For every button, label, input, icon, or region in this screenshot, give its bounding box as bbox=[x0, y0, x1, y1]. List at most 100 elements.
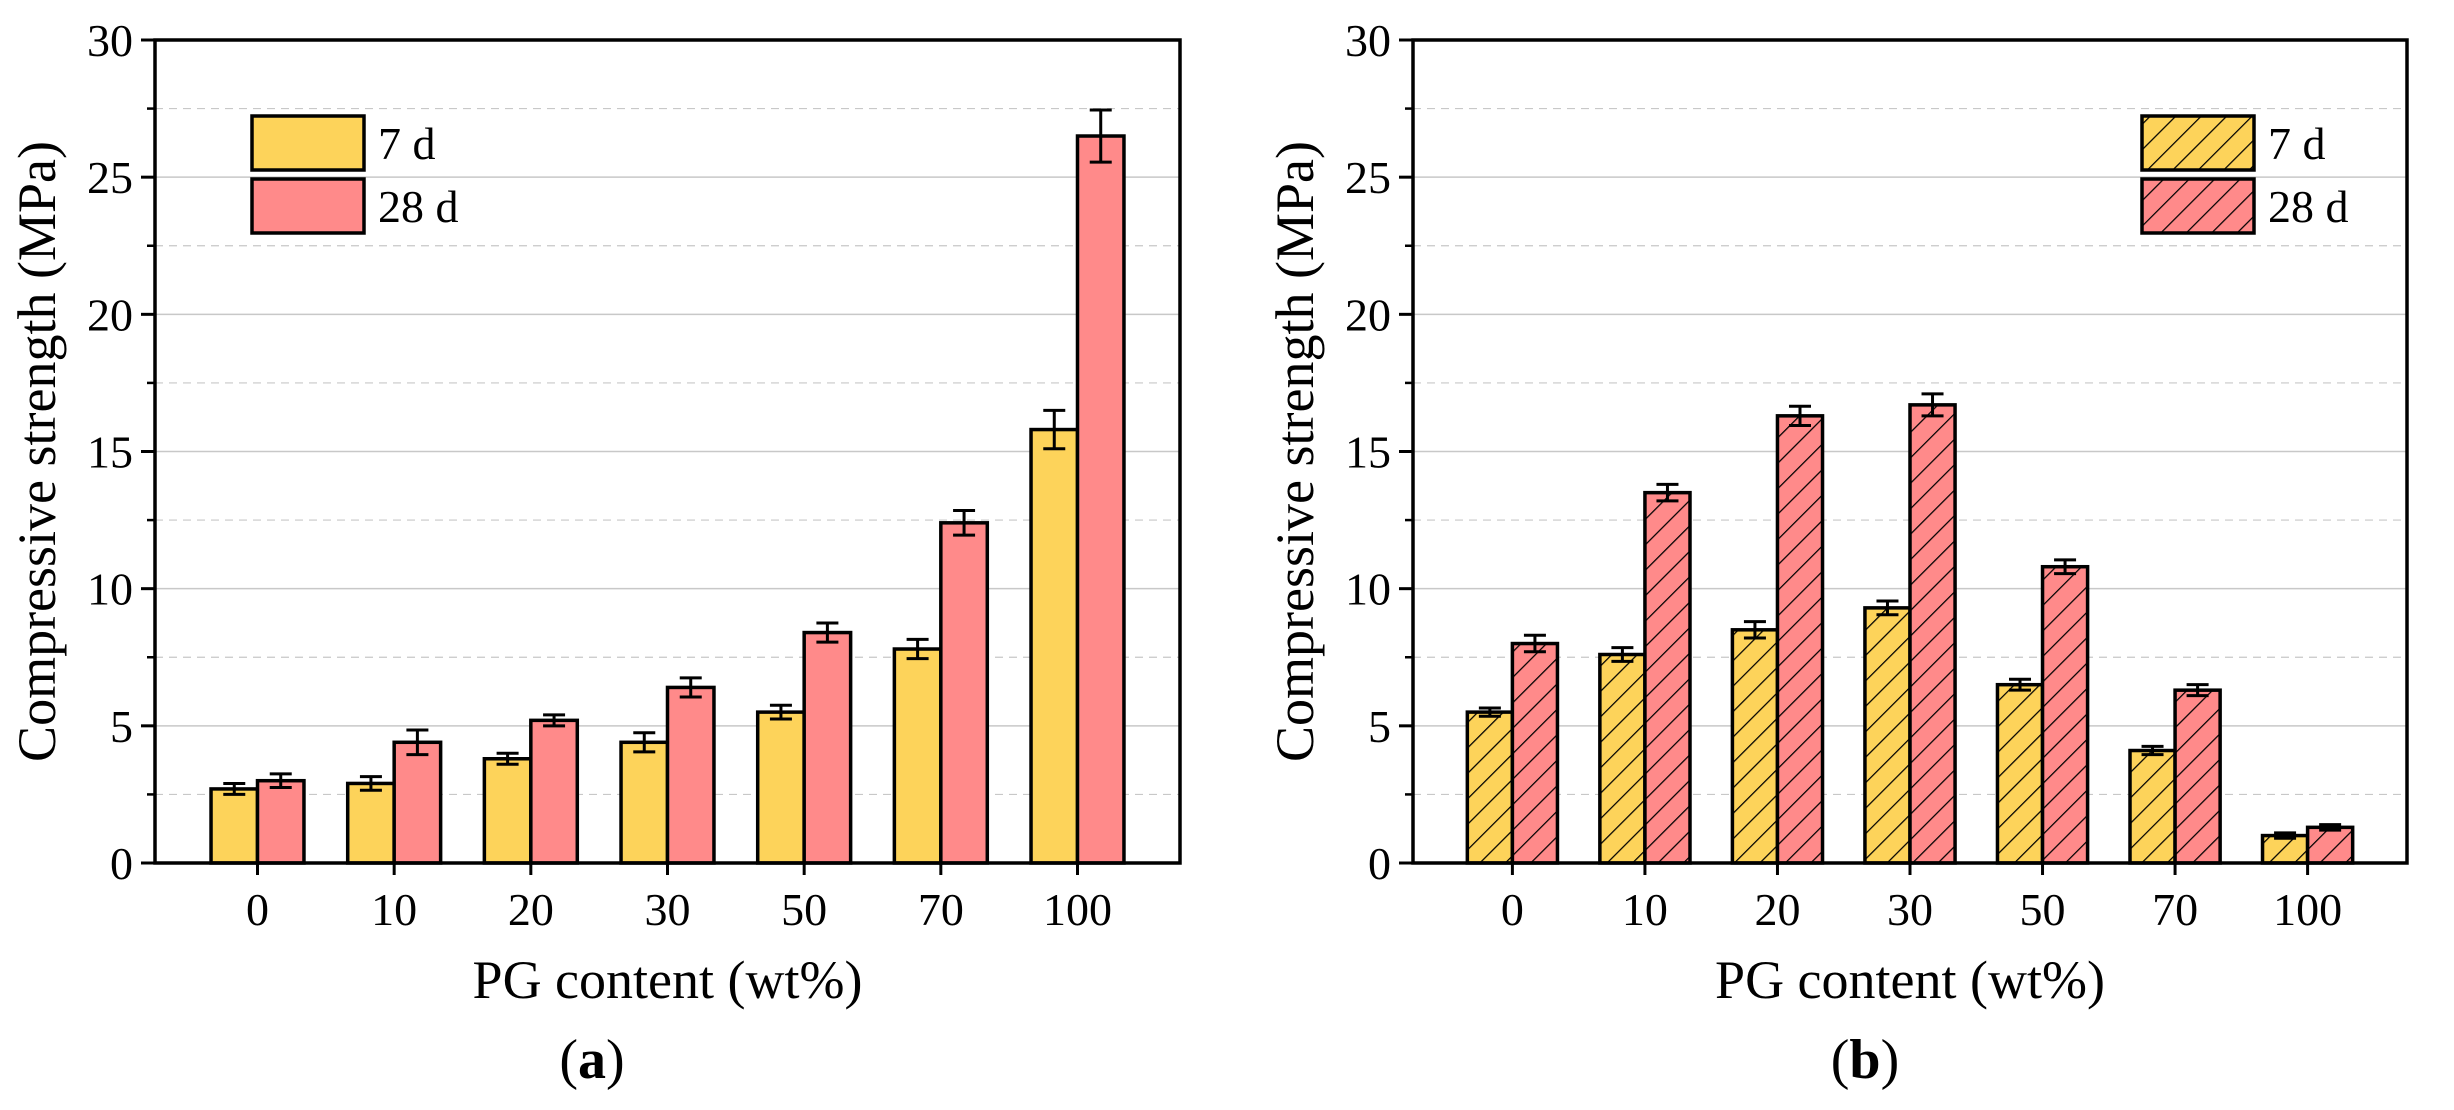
x-axis-title: PG content (wt%) bbox=[473, 950, 863, 1010]
bar-7d-20 bbox=[482, 757, 533, 865]
bar-28d-10 bbox=[392, 740, 443, 865]
bar-7d-10 bbox=[1598, 652, 1647, 865]
chart-panel-a: 0 5 10 15 20 25 30 0 10 20 30 50 70 100 PG content (wt… bbox=[7, 15, 1182, 1091]
y-tick-label: 30 bbox=[87, 15, 133, 66]
y-tick-label: 5 bbox=[110, 701, 133, 752]
error-bar bbox=[2186, 683, 2209, 698]
error-bar bbox=[269, 772, 292, 790]
error-bar bbox=[406, 728, 429, 757]
bar-7d-30 bbox=[1863, 606, 1912, 865]
bar-7d-20 bbox=[1730, 628, 1780, 865]
x-tick-label: 20 bbox=[1754, 884, 1800, 935]
error-bar bbox=[953, 508, 976, 537]
error-bar bbox=[633, 731, 656, 754]
bar-28d-30 bbox=[1908, 403, 1957, 865]
x-tick-label: 0 bbox=[246, 884, 269, 935]
panel-label: (a) bbox=[559, 1029, 624, 1091]
bar-28d-20 bbox=[1775, 414, 1825, 865]
error-bar bbox=[543, 713, 566, 728]
x-tick-label: 100 bbox=[1043, 884, 1112, 935]
x-tick-label: 30 bbox=[645, 884, 691, 935]
error-bar bbox=[1876, 599, 1899, 617]
x-tick-label: 70 bbox=[2152, 884, 2198, 935]
bar-28d-20 bbox=[529, 718, 580, 865]
error-bar bbox=[359, 775, 382, 792]
bar-28d-50 bbox=[2040, 564, 2090, 865]
y-tick-label: 30 bbox=[1345, 15, 1391, 66]
legend-label: 7 d bbox=[378, 118, 436, 169]
legend-swatch-7d bbox=[2140, 114, 2256, 172]
bar-28d-70 bbox=[2173, 688, 2222, 865]
x-tick-label: 20 bbox=[508, 884, 554, 935]
bar-7d-30 bbox=[619, 740, 670, 865]
bar-7d-0 bbox=[209, 787, 260, 865]
bar-7d-50 bbox=[1995, 682, 2045, 865]
legend-label: 28 d bbox=[2268, 181, 2349, 232]
y-tick-label: 25 bbox=[1345, 152, 1391, 203]
bar-28d-100 bbox=[2305, 825, 2355, 865]
x-tick-label: 50 bbox=[781, 884, 827, 935]
x-tick-label: 30 bbox=[1887, 884, 1933, 935]
y-tick-label: 15 bbox=[87, 427, 133, 478]
legend: 7 d 28 d bbox=[250, 114, 459, 235]
bar-7d-10 bbox=[345, 781, 396, 865]
y-tick-label: 15 bbox=[1345, 427, 1391, 478]
x-tick-label: 70 bbox=[918, 884, 964, 935]
error-bar bbox=[2141, 744, 2164, 757]
y-axis-title: Compressive strength (MPa) bbox=[7, 141, 67, 762]
error-bar bbox=[2274, 831, 2297, 840]
bar-28d-30 bbox=[665, 685, 716, 865]
error-bar bbox=[1921, 392, 1944, 418]
legend-swatch-28d bbox=[2140, 177, 2256, 235]
bar-7d-70 bbox=[2128, 748, 2177, 865]
error-bar bbox=[2009, 677, 2032, 692]
bar-7d-70 bbox=[892, 647, 943, 865]
error-bar bbox=[816, 621, 839, 644]
x-tick-label: 10 bbox=[371, 884, 417, 935]
bar-28d-50 bbox=[802, 630, 853, 865]
error-bar bbox=[1478, 706, 1501, 718]
bar-28d-100 bbox=[1075, 134, 1126, 865]
y-axis-title: Compressive strength (MPa) bbox=[1265, 141, 1325, 762]
bar-7d-0 bbox=[1465, 710, 1515, 865]
y-tick-label: 5 bbox=[1368, 701, 1391, 752]
error-bar bbox=[1788, 404, 1811, 427]
bar-28d-0 bbox=[1510, 641, 1560, 865]
error-bar bbox=[2054, 558, 2077, 576]
error-bar bbox=[679, 676, 702, 699]
error-bar bbox=[496, 751, 519, 766]
y-tick-label: 20 bbox=[87, 289, 133, 340]
legend-swatch-28d bbox=[250, 177, 366, 235]
x-tick-label: 50 bbox=[2020, 884, 2066, 935]
x-axis-title: PG content (wt%) bbox=[1715, 950, 2105, 1010]
x-tick-label: 10 bbox=[1622, 884, 1668, 935]
x-tick-label: 100 bbox=[2273, 884, 2342, 935]
bar-7d-100 bbox=[1029, 427, 1080, 865]
error-bar bbox=[1656, 482, 1679, 503]
chart-panel-b: 0 5 10 15 20 25 30 0 10 20 30 50 70 100 PG content (wt… bbox=[1265, 15, 2409, 1091]
error-bar bbox=[906, 637, 929, 661]
bar-7d-50 bbox=[755, 710, 806, 865]
y-tick-label: 0 bbox=[1368, 838, 1391, 889]
legend: 7 d 28 d bbox=[2140, 114, 2349, 235]
panel-label: (b) bbox=[1831, 1029, 1899, 1091]
bar-28d-70 bbox=[939, 521, 990, 865]
legend-swatch-7d bbox=[250, 114, 366, 172]
y-tick-label: 10 bbox=[1345, 564, 1391, 615]
y-tick-label: 25 bbox=[87, 152, 133, 203]
error-bar bbox=[223, 781, 246, 796]
x-tick-label: 0 bbox=[1501, 884, 1524, 935]
error-bar bbox=[1743, 620, 1766, 640]
y-tick-label: 10 bbox=[87, 564, 133, 615]
error-bar bbox=[1523, 633, 1546, 654]
error-bar bbox=[2319, 823, 2342, 832]
legend-label: 28 d bbox=[378, 181, 459, 232]
y-tick-label: 0 bbox=[110, 838, 133, 889]
bar-28d-10 bbox=[1643, 490, 1692, 865]
error-bar bbox=[769, 703, 792, 721]
y-tick-label: 20 bbox=[1345, 289, 1391, 340]
bar-28d-0 bbox=[255, 778, 306, 865]
error-bar bbox=[1043, 408, 1066, 451]
error-bar bbox=[1089, 108, 1112, 164]
